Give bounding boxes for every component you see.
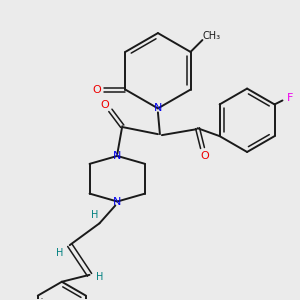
Text: O: O [200,151,209,161]
Text: O: O [100,100,109,110]
Text: F: F [287,94,294,103]
Text: H: H [96,272,103,282]
Text: N: N [113,196,122,206]
Text: N: N [113,151,122,161]
Text: O: O [92,85,101,94]
Text: H: H [91,210,98,220]
Text: N: N [154,103,162,113]
Text: CH₃: CH₃ [202,31,220,41]
Text: H: H [56,248,64,258]
